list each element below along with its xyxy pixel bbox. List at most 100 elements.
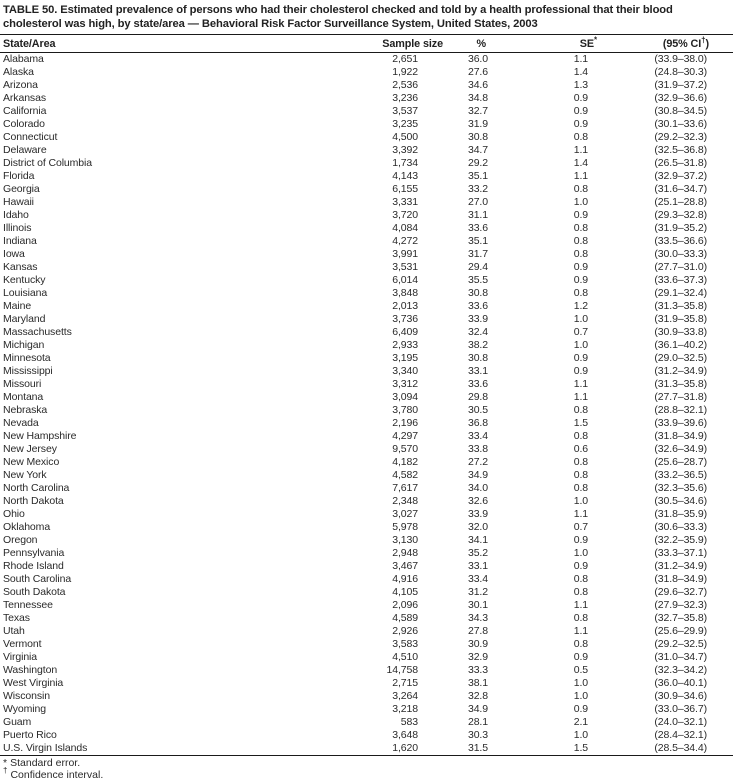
cell-ci: (31.2–34.9): [654, 560, 707, 572]
cell-sample: 3,218: [392, 703, 418, 715]
cell-ci: (32.7–35.8): [654, 612, 707, 624]
cell-sample: 3,720: [392, 209, 418, 221]
asterisk-marker: *: [3, 757, 8, 769]
table-row: West Virginia 2,715 38.1 1.0 (36.0–40.1): [0, 677, 733, 690]
cell-se: 0.8: [573, 430, 588, 442]
cell-sample: 3,991: [392, 248, 418, 260]
cell-state: New Hampshire: [3, 430, 77, 442]
table-row: Guam 583 28.1 2.1 (24.0–32.1): [0, 716, 733, 729]
table-row: North Dakota 2,348 32.6 1.0 (30.5–34.6): [0, 495, 733, 508]
cell-state: Michigan: [3, 339, 45, 351]
cell-ci: (33.9–39.6): [654, 417, 707, 429]
table-row: Nebraska 3,780 30.5 0.8 (28.8–32.1): [0, 404, 733, 417]
cell-pct: 31.2: [467, 586, 488, 598]
cell-state: Mississippi: [3, 365, 53, 377]
cell-state: South Dakota: [3, 586, 66, 598]
cell-sample: 4,297: [392, 430, 418, 442]
cell-se: 0.9: [573, 118, 588, 130]
cell-state: North Dakota: [3, 495, 64, 507]
table-row: Missouri 3,312 33.6 1.1 (31.3–35.8): [0, 378, 733, 391]
table-row: Florida 4,143 35.1 1.1 (32.9–37.2): [0, 170, 733, 183]
cell-ci: (31.2–34.9): [654, 365, 707, 377]
footnote-standard-error: * Standard error.: [3, 757, 733, 770]
cell-sample: 3,331: [392, 196, 418, 208]
cell-sample: 3,736: [392, 313, 418, 325]
cell-state: Illinois: [3, 222, 32, 234]
cell-state: Maine: [3, 300, 32, 312]
cell-se: 0.8: [573, 131, 588, 143]
table-row: Utah 2,926 27.8 1.1 (25.6–29.9): [0, 625, 733, 638]
cell-state: Alaska: [3, 66, 34, 78]
cell-ci: (25.6–29.9): [654, 625, 707, 637]
cell-se: 1.1: [573, 378, 588, 390]
cell-pct: 30.8: [467, 131, 488, 143]
col-header-sample-size: Sample size: [352, 34, 445, 53]
cell-state: Missouri: [3, 378, 42, 390]
cell-ci: (31.6–34.7): [654, 183, 707, 195]
table-row: Nevada 2,196 36.8 1.5 (33.9–39.6): [0, 417, 733, 430]
cell-state: Nebraska: [3, 404, 48, 416]
table-row: Connecticut 4,500 30.8 0.8 (29.2–32.3): [0, 131, 733, 144]
cell-state: Indiana: [3, 235, 37, 247]
cell-sample: 6,155: [392, 183, 418, 195]
cell-sample: 4,582: [392, 469, 418, 481]
cell-se: 1.0: [573, 677, 588, 689]
cell-state: Alabama: [3, 53, 44, 65]
ci-label-close: ): [705, 37, 710, 50]
cell-pct: 29.2: [467, 157, 488, 169]
cell-state: District of Columbia: [3, 157, 93, 169]
table-row: Arizona 2,536 34.6 1.3 (31.9–37.2): [0, 79, 733, 92]
footnote-confidence-interval-text: Confidence interval.: [10, 768, 104, 780]
cell-pct: 35.1: [467, 235, 488, 247]
cell-pct: 36.8: [467, 417, 488, 429]
cell-se: 0.9: [573, 261, 588, 273]
cell-pct: 33.6: [467, 222, 488, 234]
cell-ci: (32.3–35.6): [654, 482, 707, 494]
cell-ci: (33.2–36.5): [654, 469, 707, 481]
cell-sample: 4,105: [392, 586, 418, 598]
cell-sample: 2,348: [392, 495, 418, 507]
cell-sample: 3,340: [392, 365, 418, 377]
cell-sample: 4,589: [392, 612, 418, 624]
cell-pct: 32.9: [467, 651, 488, 663]
cell-state: South Carolina: [3, 573, 72, 585]
cell-pct: 28.1: [467, 716, 488, 728]
cell-sample: 9,570: [392, 443, 418, 455]
cell-se: 0.8: [573, 612, 588, 624]
cell-se: 1.3: [573, 79, 588, 91]
cell-se: 1.1: [573, 53, 588, 65]
cell-state: Texas: [3, 612, 30, 624]
cell-se: 0.8: [573, 482, 588, 494]
cell-pct: 27.8: [467, 625, 488, 637]
table-row: Pennsylvania 2,948 35.2 1.0 (33.3–37.1): [0, 547, 733, 560]
cell-pct: 31.5: [467, 742, 488, 754]
cell-pct: 33.9: [467, 313, 488, 325]
cell-state: Idaho: [3, 209, 29, 221]
dagger-marker: †: [3, 766, 8, 775]
cell-pct: 34.3: [467, 612, 488, 624]
cell-state: Georgia: [3, 183, 40, 195]
cell-pct: 33.8: [467, 443, 488, 455]
table-header: State/Area Sample size % SE* (95% CI†): [0, 34, 733, 53]
cell-sample: 1,734: [392, 157, 418, 169]
cell-state: Pennsylvania: [3, 547, 65, 559]
table-row: Montana 3,094 29.8 1.1 (27.7–31.8): [0, 391, 733, 404]
cell-state: U.S. Virgin Islands: [3, 742, 88, 754]
col-header-confidence-interval: (95% CI†): [597, 34, 733, 53]
table-row: Tennessee 2,096 30.1 1.1 (27.9–32.3): [0, 599, 733, 612]
table-row: Illinois 4,084 33.6 0.8 (31.9–35.2): [0, 222, 733, 235]
cell-ci: (29.2–32.5): [654, 638, 707, 650]
cell-sample: 3,467: [392, 560, 418, 572]
cell-pct: 33.2: [467, 183, 488, 195]
table-row: Kansas 3,531 29.4 0.9 (27.7–31.0): [0, 261, 733, 274]
table-row: Colorado 3,235 31.9 0.9 (30.1–33.6): [0, 118, 733, 131]
cell-ci: (30.9–33.8): [654, 326, 707, 338]
cell-sample: 2,651: [392, 53, 418, 65]
ci-footnote-marker: †: [701, 34, 706, 44]
cell-pct: 32.7: [467, 105, 488, 117]
table-row: New Hampshire 4,297 33.4 0.8 (31.8–34.9): [0, 430, 733, 443]
cell-sample: 2,196: [392, 417, 418, 429]
cell-sample: 3,312: [392, 378, 418, 390]
table-row: South Carolina 4,916 33.4 0.8 (31.8–34.9): [0, 573, 733, 586]
table-row: Alaska 1,922 27.6 1.4 (24.8–30.3): [0, 66, 733, 79]
